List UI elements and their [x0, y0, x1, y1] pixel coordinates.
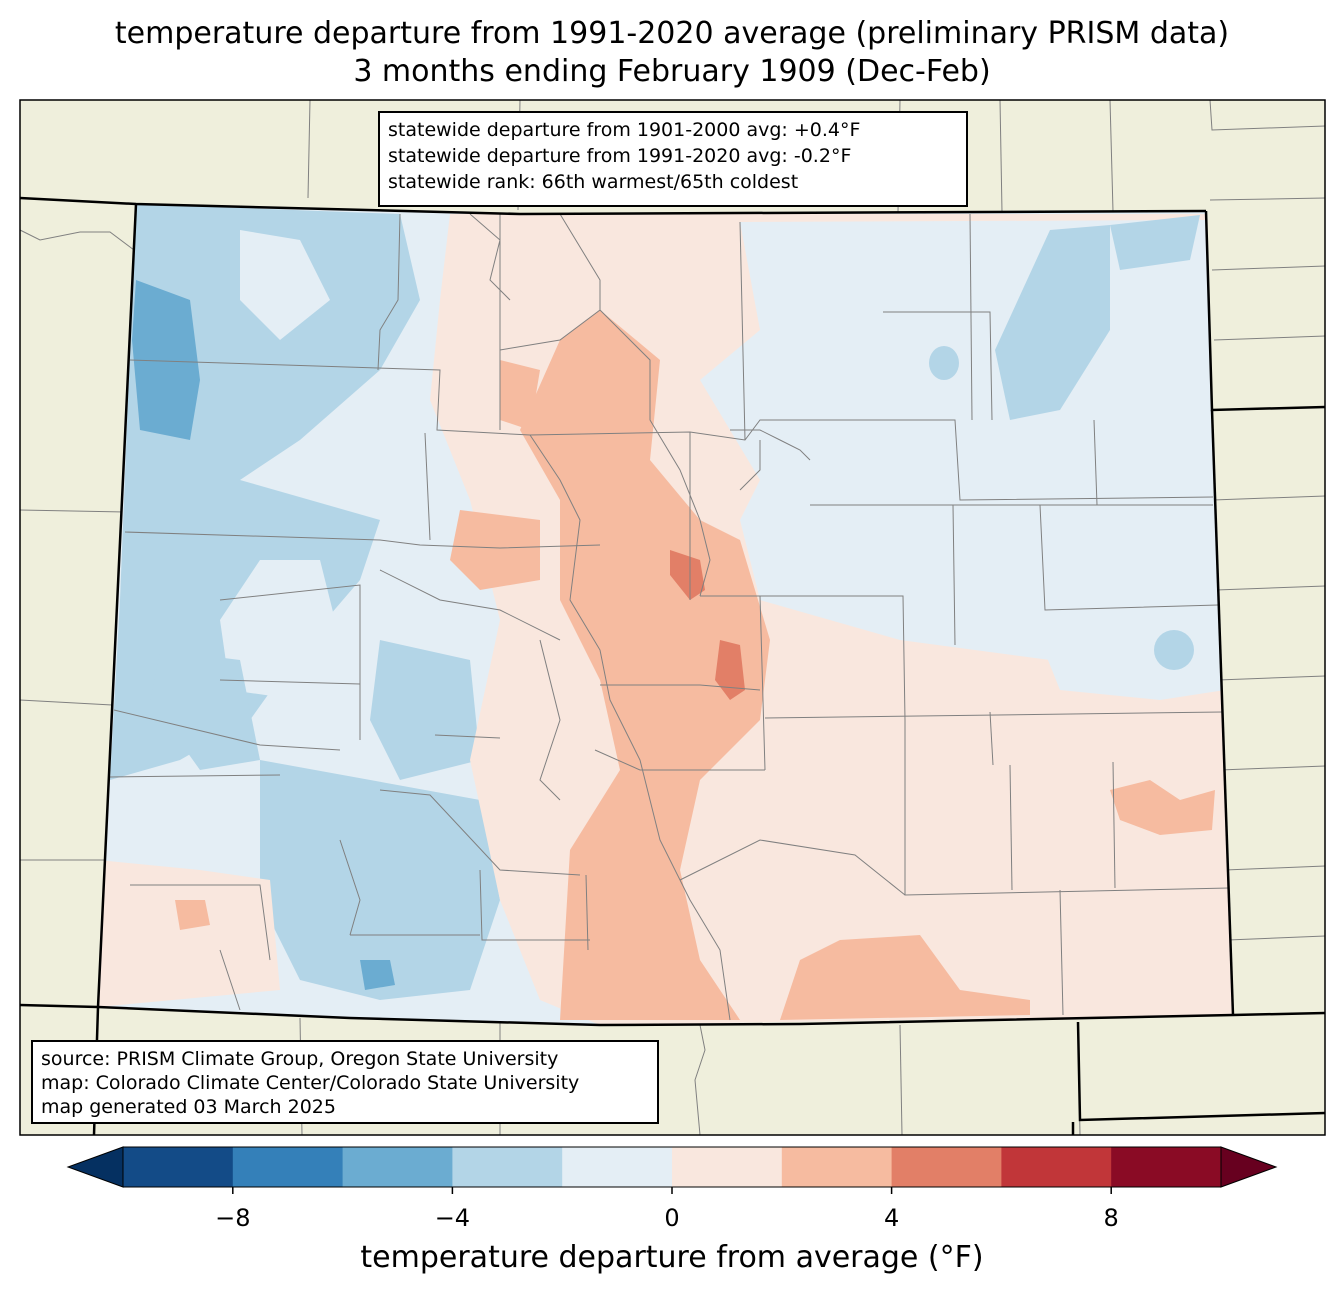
map-credit-line: map: Colorado Climate Center/Colorado St… [41, 1072, 580, 1094]
generated-date-line: map generated 03 March 2025 [41, 1096, 336, 1118]
map-subtitle: 3 months ending February 1909 (Dec-Feb) [353, 54, 991, 89]
map-title: temperature departure from 1991-2020 ave… [114, 16, 1230, 51]
colorbar-tick-label: −4 [434, 1204, 471, 1232]
source-box: source: PRISM Climate Group, Oregon Stat… [31, 1040, 659, 1124]
departure-contours [98, 204, 1233, 1025]
map-frame [19, 99, 1326, 1136]
colorbar-label: temperature departure from average (°F) [360, 1240, 984, 1275]
statewide-stats-box: statewide departure from 1901-2000 avg: … [378, 111, 968, 207]
stats-rank: statewide rank: 66th warmest/65th coldes… [388, 171, 799, 193]
colorbar-tick-label: 0 [664, 1204, 680, 1232]
state-borders [19, 196, 1326, 1136]
source-line: source: PRISM Climate Group, Oregon Stat… [41, 1048, 559, 1070]
colorbar-tick-label: 8 [1103, 1204, 1119, 1232]
colorado-county-lines [109, 213, 1231, 1021]
stats-departure-1901-2000: statewide departure from 1901-2000 avg: … [388, 119, 861, 141]
stats-departure-1991-2020: statewide departure from 1991-2020 avg: … [388, 145, 852, 167]
colorbar-tick-label: −8 [215, 1204, 251, 1232]
colorbar-tick-label: 4 [883, 1204, 900, 1232]
